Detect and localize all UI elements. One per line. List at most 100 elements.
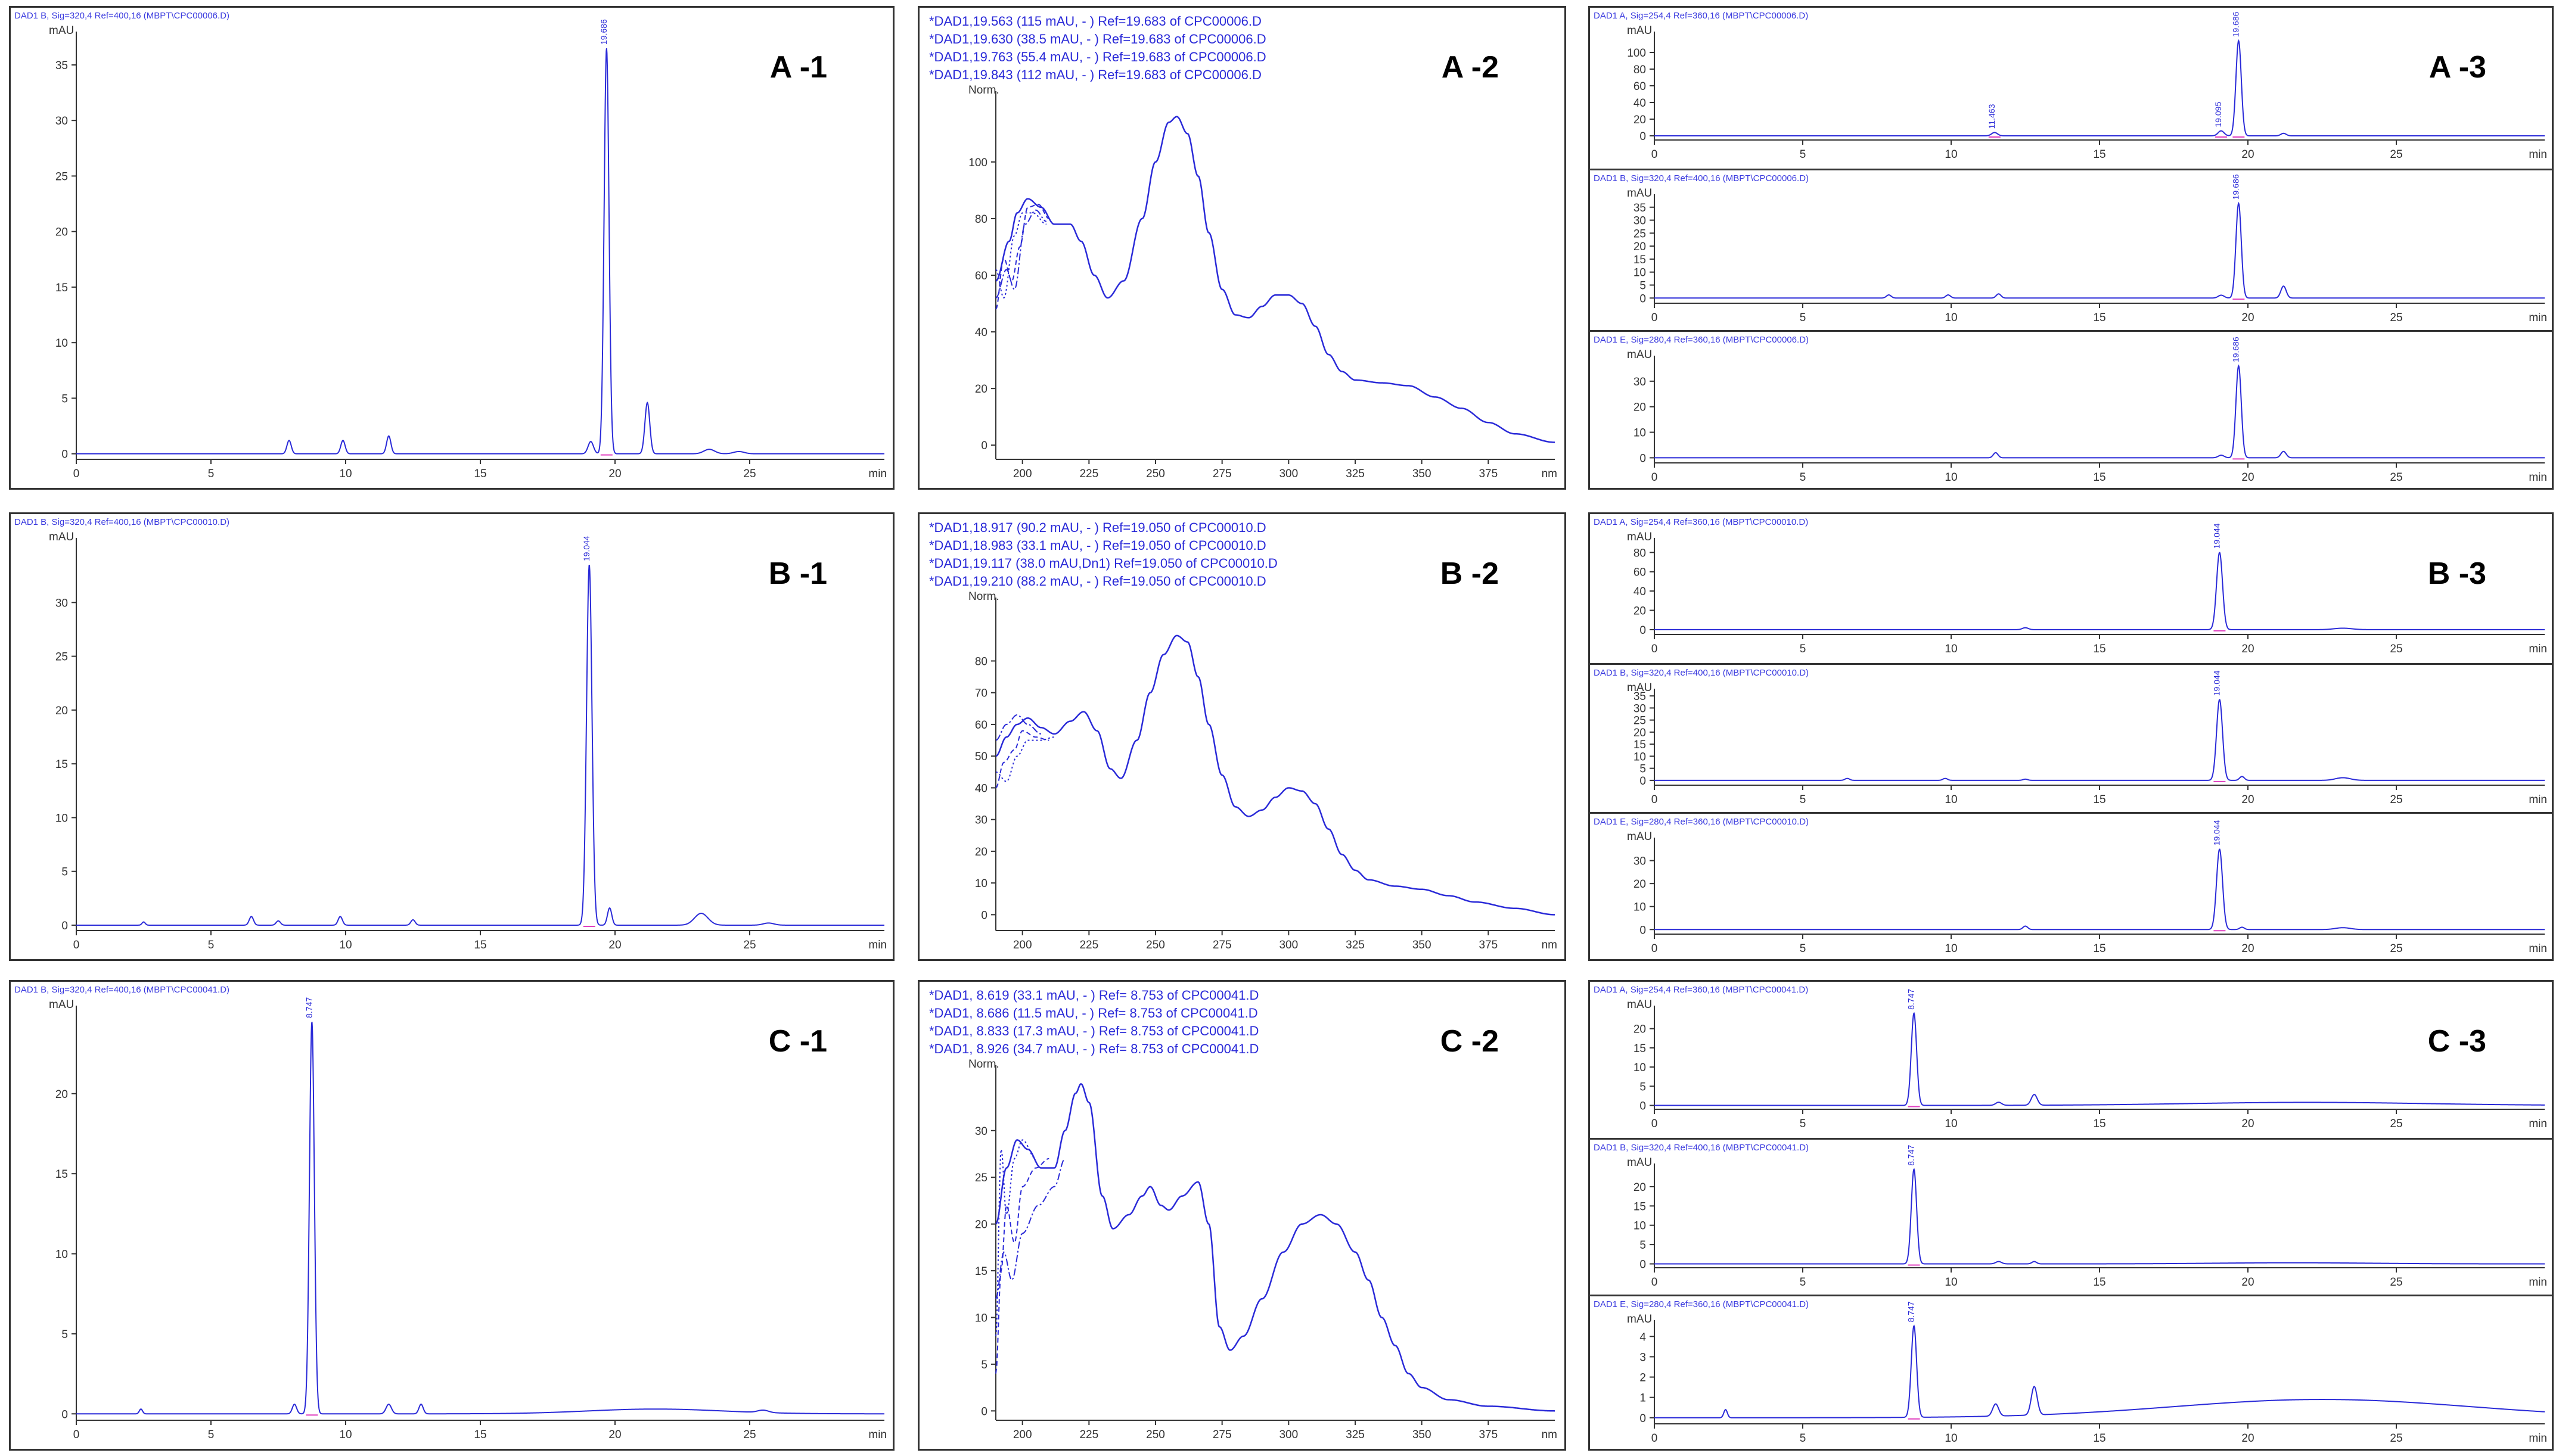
panel-b2-x-tick-label: 275 xyxy=(1213,939,1232,951)
panel-a3-sub3-y-tick-label: 20 xyxy=(1633,402,1646,414)
panel-c3-sub2-x-unit: min xyxy=(2529,1276,2547,1289)
panel-b3-sub2-y-tick-label: 0 xyxy=(1639,775,1646,788)
panel-a3-sub1-y-tick-label: 60 xyxy=(1633,80,1646,93)
panel-a1-y-tick-label: 15 xyxy=(55,282,68,294)
panel-c2-spectrum-main xyxy=(995,1083,1555,1412)
panel-b3-sub2-peak-label: 19.044 xyxy=(2212,670,2221,696)
signal-c3-1: 0 5 10 15 20 25 0 5 10 15 20 min mAU DAD1 A, Sig=254,… xyxy=(1590,982,2552,1138)
panel-c3-sub2-y-tick-label: 20 xyxy=(1633,1181,1646,1194)
panel-a2-x-unit: nm xyxy=(1542,468,1557,480)
panel-c3-sub3-y-label: mAU xyxy=(1627,1313,1652,1326)
panel-b2-legend-entry: *DAD1,18.983 (33.1 mAU, - ) Ref=19.050 o… xyxy=(929,538,1266,553)
multi-signal-panel-b3: 0 5 10 15 20 25 0 20 40 60 80 min mAU DAD1 A, Sig=254… xyxy=(1588,512,2554,961)
panel-a3-sub1-y-label: mAU xyxy=(1627,24,1652,37)
panel-b3-sub2-y-tick-label: 25 xyxy=(1633,715,1646,727)
panel-a3-sub3-x-tick-label: 5 xyxy=(1800,471,1806,484)
panel-c1-y-tick-label: 10 xyxy=(55,1249,68,1261)
signal-b3-2: 0 5 10 15 20 25 0 5 10 15 20 25 30 35 min mAU DAD1 B, Si… xyxy=(1590,663,2552,814)
panel-a1-y-label: mAU xyxy=(49,24,74,37)
panel-a1-y-tick-label: 0 xyxy=(61,449,68,461)
panel-b1-x-tick-label: 5 xyxy=(208,939,215,951)
panel-b3-sub1-x-unit: min xyxy=(2529,643,2547,655)
panel-a1-x-tick-label: 25 xyxy=(743,468,756,480)
panel-c1-signal-header: DAD1 B, Sig=320,4 Ref=400,16 (MBPT\CPC00… xyxy=(14,985,229,995)
panel-b3-sub3-x-tick-label: 5 xyxy=(1800,942,1806,955)
panel-c2-x-tick-label: 300 xyxy=(1279,1429,1298,1441)
panel-a2-legend-entry: *DAD1,19.630 (38.5 mAU, - ) Ref=19.683 o… xyxy=(929,32,1266,46)
panel-c3-sub2-x-tick-label: 15 xyxy=(2093,1276,2105,1289)
panel-c3-sub1-y-label: mAU xyxy=(1627,998,1652,1011)
panel-b2-spectrum-variant xyxy=(995,736,1055,782)
panel-b3-sub3-x-tick-label: 25 xyxy=(2390,942,2402,955)
panel-b3-sub2-x-unit: min xyxy=(2529,794,2547,806)
panel-c3-sub1-x-tick-label: 10 xyxy=(1945,1118,1957,1130)
panel-b3-sub2-y-tick-label: 15 xyxy=(1633,739,1646,751)
panel-c2-x-tick-label: 325 xyxy=(1346,1429,1365,1441)
panel-c2-legend-entry: *DAD1, 8.926 (34.7 mAU, - ) Ref= 8.753 o… xyxy=(929,1041,1259,1056)
panel-b2-y-tick-label: 20 xyxy=(975,846,987,858)
panel-a2-x-tick-label: 300 xyxy=(1279,468,1298,480)
panel-a2-x-tick-label: 200 xyxy=(1013,468,1032,480)
panel-b3-sub1-x-tick-label: 5 xyxy=(1800,643,1806,655)
panel-c3-sub3-x-tick-label: 25 xyxy=(2390,1432,2402,1445)
panel-label-a2: A -2 xyxy=(1441,50,1499,85)
signal-a3-3: 0 5 10 15 20 25 0 10 20 30 min mAU DAD1 E, Sig=280,4… xyxy=(1590,330,2552,491)
panel-a1-x-unit: min xyxy=(868,468,887,480)
panel-b2-x-tick-label: 350 xyxy=(1412,939,1431,951)
panel-b1-y-tick-label: 10 xyxy=(55,812,68,825)
spectrum-panel-b2: 200 225 250 275 300 325 350 375 0 10 20 30 40 50 60 70 8… xyxy=(918,512,1566,961)
panel-c2-y-tick-label: 15 xyxy=(975,1265,987,1278)
panel-a3-sub1-y-tick-label: 80 xyxy=(1633,64,1646,76)
panel-label-c2: C -2 xyxy=(1440,1024,1499,1059)
panel-a3-sub1-y-tick-label: 40 xyxy=(1633,97,1646,110)
panel-b1-x-tick-label: 25 xyxy=(743,939,756,951)
panel-b1-y-tick-label: 0 xyxy=(61,920,68,932)
panel-a3-sub2-trace xyxy=(1654,201,2545,299)
panel-c3-sub3-x-tick-label: 10 xyxy=(1945,1432,1957,1445)
panel-a3-sub2-y-tick-label: 35 xyxy=(1633,202,1646,214)
panel-b2-y-label: Norm. xyxy=(968,590,999,603)
panel-b1-x-tick-label: 0 xyxy=(73,939,80,951)
panel-c1-y-tick-label: 0 xyxy=(61,1408,68,1421)
panel-c2-spectrum-variant xyxy=(995,1158,1066,1299)
panel-label-b2: B -2 xyxy=(1440,556,1499,591)
panel-a3-sub3-y-tick-label: 30 xyxy=(1633,376,1646,388)
panel-c3-sub3-x-unit: min xyxy=(2529,1432,2547,1445)
panel-label-c3: C -3 xyxy=(2427,1024,2486,1059)
panel-b3-sub2-y-tick-label: 35 xyxy=(1633,690,1646,703)
chromatogram-b1: 0 5 10 15 20 25 0 5 10 15 20 25 30 min mAU DAD1 B, Sig=… xyxy=(14,517,887,951)
panel-b3-sub1-y-tick-label: 80 xyxy=(1633,547,1646,559)
panel-b3-sub1-x-tick-label: 20 xyxy=(2241,643,2254,655)
panel-a2-y-tick-label: 0 xyxy=(981,440,987,452)
panel-b2-y-tick-label: 70 xyxy=(975,687,987,700)
panel-a2-x-tick-label: 250 xyxy=(1146,468,1165,480)
panel-b3-sub3-y-tick-label: 10 xyxy=(1633,901,1646,914)
panel-a2-spectrum-variant xyxy=(995,209,1047,298)
panel-c2-legend-entry: *DAD1, 8.833 (17.3 mAU, - ) Ref= 8.753 o… xyxy=(929,1023,1259,1038)
signal-c3-2: 0 5 10 15 20 25 0 5 10 15 20 min mAU DAD1 B, Sig=320,… xyxy=(1590,1138,2552,1296)
panel-label-c1: C -1 xyxy=(768,1024,827,1059)
panel-b1-x-unit: min xyxy=(868,939,887,951)
panel-b1-y-tick-label: 25 xyxy=(55,651,68,664)
panel-b3-sub1-signal-header: DAD1 A, Sig=254,4 Ref=360,16 (MBPT\CPC00… xyxy=(1594,517,1808,527)
panel-b3-sub1-x-tick-label: 0 xyxy=(1651,643,1658,655)
panel-a3-sub2-signal-header: DAD1 B, Sig=320,4 Ref=400,16 (MBPT\CPC00… xyxy=(1594,173,1809,183)
panel-c2-x-tick-label: 250 xyxy=(1146,1429,1165,1441)
panel-b3-sub2-y-label: mAU xyxy=(1627,682,1652,694)
panel-c1-x-tick-label: 25 xyxy=(743,1429,756,1441)
panel-b3-sub2-x-tick-label: 0 xyxy=(1651,794,1658,806)
panel-b2-y-tick-label: 50 xyxy=(975,751,987,763)
panel-label-a1: A -1 xyxy=(769,50,827,85)
panel-b3-sub3-y-tick-label: 20 xyxy=(1633,878,1646,891)
panel-a3-sub3-x-tick-label: 15 xyxy=(2093,471,2105,484)
panel-a3-sub1-trace xyxy=(1654,39,2545,136)
panel-c1-y-tick-label: 15 xyxy=(55,1168,68,1181)
chromatogram-panel-c1: 0 5 10 15 20 25 0 5 10 15 20 min mAU DAD1 B, Sig=320,… xyxy=(9,980,895,1451)
panel-c3-sub2-y-tick-label: 15 xyxy=(1633,1200,1646,1213)
panel-b2-y-tick-label: 0 xyxy=(981,909,987,922)
panel-b2-y-tick-label: 40 xyxy=(975,782,987,795)
panel-a3-sub1-y-tick-label: 100 xyxy=(1627,47,1646,60)
panel-b3-sub1-x-tick-label: 25 xyxy=(2390,643,2402,655)
panel-a1-x-tick-label: 15 xyxy=(474,468,486,480)
panel-a3-sub2-x-tick-label: 20 xyxy=(2241,312,2254,324)
